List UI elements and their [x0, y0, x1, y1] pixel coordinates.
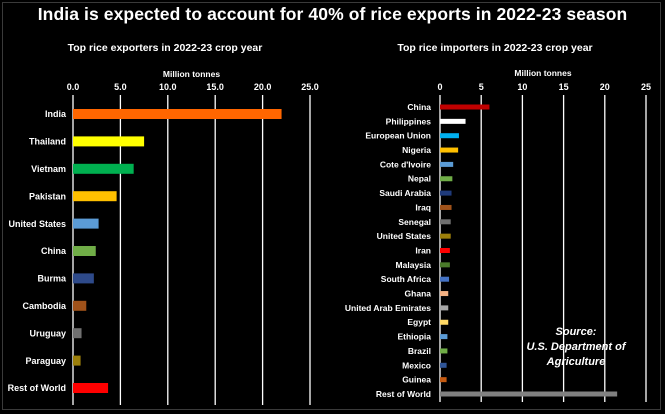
importers-category-label: Cote d'Ivoire: [380, 159, 431, 169]
importers-category-label: Guinea: [402, 375, 431, 385]
exporters-bar: [73, 383, 109, 393]
importers-bar: [440, 219, 451, 225]
importers-bar: [440, 176, 453, 182]
exporters-category-label: India: [45, 109, 67, 119]
exporters-bar: [73, 355, 81, 366]
importers-tick-label: 5: [479, 82, 484, 92]
importers-chart-title: Top rice importers in 2022-23 crop year: [397, 42, 592, 54]
exporters-tick-label: 15.0: [206, 82, 224, 92]
importers-bar: [440, 161, 454, 167]
importers-tick-label: 15: [559, 82, 569, 92]
exporters-tick-label: 20.0: [254, 82, 272, 92]
exporters-bar: [73, 273, 94, 284]
importers-category-label: European Union: [365, 131, 431, 141]
source-note: Source: U.S. Department of Agriculture: [510, 325, 642, 370]
exporters-bar: [73, 191, 117, 202]
source-line-3: Agriculture: [546, 356, 606, 368]
importers-bar: [440, 291, 449, 297]
importers-bar: [440, 348, 448, 354]
importers-category-label: Malaysia: [396, 260, 432, 270]
exporters-category-label: Uruguay: [29, 328, 66, 338]
source-line-2: U.S. Department of: [526, 341, 626, 353]
importers-category-label: Iran: [415, 245, 431, 255]
exporters-category-label: Vietnam: [31, 164, 66, 174]
exporters-category-label: Pakistan: [29, 191, 66, 201]
importers-tick-label: 20: [600, 82, 610, 92]
importers-bar: [440, 334, 448, 340]
importers-category-label: United States: [377, 231, 432, 241]
exporters-category-label: Burma: [37, 274, 67, 284]
exporters-bar: [73, 136, 145, 147]
exporters-bar: [73, 328, 82, 339]
exporters-category-label: Cambodia: [22, 301, 67, 311]
importers-bar: [440, 104, 490, 110]
exporters-bar: [73, 109, 282, 119]
chart-frame: [2, 2, 661, 410]
exporters-tick-label: 5.0: [114, 82, 127, 92]
exporters-category-label: United States: [8, 219, 66, 229]
importers-axis-label: Million tonnes: [514, 68, 571, 78]
importers-category-label: Mexico: [402, 360, 431, 370]
importers-bar: [440, 248, 450, 253]
importers-category-label: South Africa: [381, 274, 431, 284]
importers-category-label: Brazil: [408, 346, 431, 356]
importers-category-label: United Arab Emirates: [345, 303, 431, 313]
importers-category-label: Nepal: [408, 174, 431, 184]
main-title: India is expected to account for 40% of …: [37, 4, 628, 24]
importers-tick-label: 10: [517, 82, 527, 92]
importers-category-label: Saudi Arabia: [379, 188, 431, 198]
importers-category-label: Ethiopia: [397, 332, 431, 342]
importers-category-label: Egypt: [407, 317, 431, 327]
exporters-axis-label: Million tonnes: [163, 69, 220, 79]
importers-bar: [440, 377, 447, 383]
exporters-bar: [73, 300, 87, 311]
exporters-category-label: Rest of World: [8, 383, 66, 393]
importers-tick-label: 25: [641, 82, 651, 92]
importers-category-label: Nigeria: [402, 145, 431, 155]
importers-bar: [440, 391, 618, 397]
exporters-category-label: China: [41, 246, 67, 256]
importers-category-label: Ghana: [405, 289, 432, 299]
importers-category-label: Iraq: [415, 202, 431, 212]
importers-bar: [440, 362, 447, 368]
importers-bar: [440, 147, 459, 153]
exporters-tick-label: 10.0: [159, 82, 177, 92]
exporters-category-label: Thailand: [29, 137, 66, 147]
importers-bar: [440, 276, 450, 282]
importers-category-label: Senegal: [398, 217, 431, 227]
exporters-bar: [73, 218, 99, 229]
source-line-1: Source:: [555, 326, 597, 338]
importers-bar: [440, 190, 452, 196]
importers-category-label: Rest of World: [376, 389, 431, 399]
exporters-tick-label: 0.0: [67, 82, 80, 92]
importers-bar: [440, 204, 452, 210]
importers-bar: [440, 233, 451, 239]
importers-bar: [440, 319, 449, 325]
importers-category-label: Philippines: [386, 116, 432, 126]
exporters-bar: [73, 163, 134, 174]
importers-bar: [440, 118, 466, 124]
exporters-tick-label: 25.0: [301, 82, 319, 92]
exporters-category-label: Paraguay: [25, 356, 66, 366]
exporters-bar: [73, 246, 96, 256]
importers-tick-label: 0: [437, 82, 442, 92]
importers-bar: [440, 133, 459, 139]
exporters-chart-title: Top rice exporters in 2022-23 crop year: [68, 42, 263, 54]
importers-category-label: China: [407, 102, 431, 112]
importers-bar: [440, 305, 449, 311]
importers-bar: [440, 262, 450, 268]
